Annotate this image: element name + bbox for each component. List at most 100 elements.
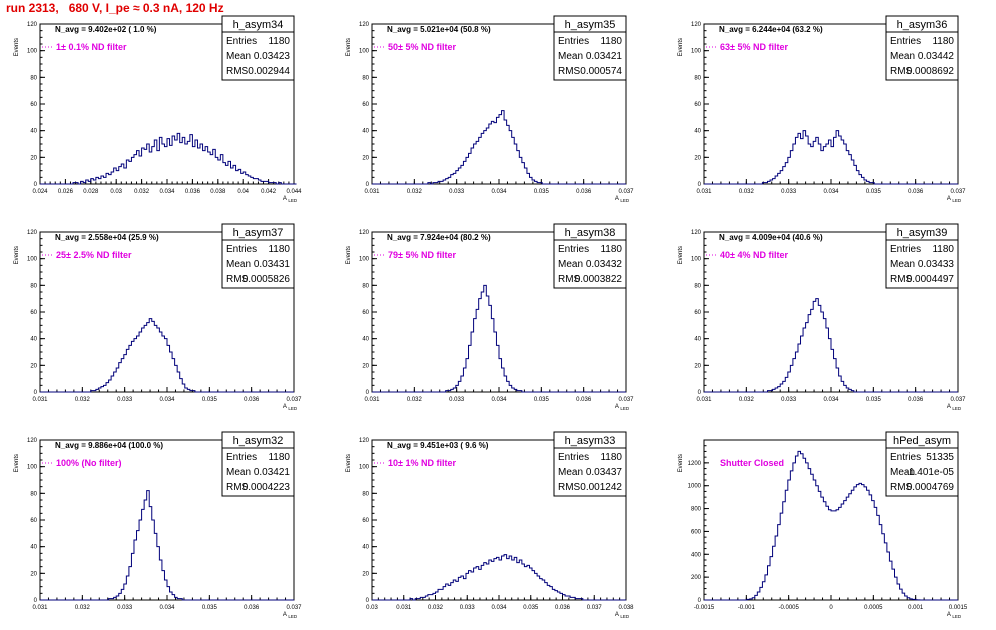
stats-entries-label: Entries (226, 452, 257, 463)
histogram-svg-h_asym38: 0 20 40 60 80 100 120 0.031 0.032 0.033 0.034 0.035… (346, 223, 634, 411)
x-tick-label: 0.033 (449, 189, 465, 195)
y-tick-label: 40 (30, 129, 37, 135)
histogram-line-h_asym33 (372, 554, 626, 601)
x-tick-label: 0 (829, 605, 833, 611)
x-tick-label: 0.031 (364, 397, 380, 403)
x-axis-title-sub: LED (952, 198, 962, 203)
stats-entries-value: 1180 (268, 36, 290, 47)
x-tick-label: 0.034 (491, 605, 507, 611)
x-tick-label: 0.032 (75, 397, 91, 403)
y-tick-label: 60 (30, 518, 37, 524)
x-tick-label: 0.032 (739, 189, 755, 195)
stats-mean-value: -1.401e-05 (906, 467, 955, 478)
x-tick-label: 0.035 (534, 397, 550, 403)
x-tick-label: 0.033 (781, 189, 797, 195)
histogram-svg-h_asym32: 0 20 40 60 80 100 120 0.031 0.032 0.033 0.034 0.035… (14, 431, 302, 619)
stats-entries-label: Entries (890, 452, 921, 463)
histogram-line-h_asym32 (40, 490, 294, 601)
filter-label: Shutter Closed (720, 458, 784, 468)
histogram-svg-h_asym39: 0 20 40 60 80 100 120 0.031 0.032 0.033 0.034 0.035… (678, 223, 966, 411)
y-tick-label: 120 (691, 22, 702, 28)
stats-box (885, 223, 959, 289)
x-tick-label: 0.031 (696, 397, 712, 403)
histogram-panel-h_asym36: 0 20 40 60 80 100 120 0.031 0.032 0.033 0.034 0.035… (664, 14, 990, 214)
stats-entries-label: Entries (558, 452, 589, 463)
y-axis-title: Events (14, 454, 20, 472)
x-tick-label: 0.038 (618, 605, 634, 611)
histogram-svg-h_asym35: 0 20 40 60 80 100 120 0.031 0.032 0.033 0.034 0.035… (346, 15, 634, 203)
stats-mean-value: 0.03442 (918, 51, 955, 62)
x-tick-label: 0.036 (576, 397, 592, 403)
x-axis-title: A LED (947, 612, 962, 619)
y-axis-title: Events (346, 38, 352, 56)
y-tick-label: 100 (691, 49, 702, 55)
y-tick-label: 60 (362, 518, 369, 524)
stats-entries-value: 1180 (600, 244, 622, 255)
y-tick-label: 80 (30, 75, 37, 81)
histogram-line-h_asym37 (40, 318, 294, 393)
navg-label: N_avg = 5.021e+04 (50.8 %) (387, 25, 491, 34)
stats-mean-value: 0.03421 (254, 467, 291, 478)
y-tick-label: 100 (27, 465, 38, 471)
y-axis-title: Events (678, 38, 684, 56)
x-tick-label: 0.036 (576, 189, 592, 195)
y-tick-label: 20 (362, 571, 369, 577)
stats-rms-value: 0.0004497 (907, 274, 955, 285)
histogram-svg-h_asym37: 0 20 40 60 80 100 120 0.031 0.032 0.033 0.034 0.035… (14, 223, 302, 411)
stats-entries-value: 1180 (600, 36, 622, 47)
x-tick-label: 0.04 (237, 189, 249, 195)
y-tick-label: 80 (694, 283, 701, 289)
histogram-svg-h_asym33: 0 20 40 60 80 100 120 0.03 0.031 0.032 0.033 0.034 0… (346, 431, 634, 619)
stats-entries-label: Entries (890, 36, 921, 47)
histogram-line-h_asym36 (704, 130, 958, 185)
navg-label: N_avg = 9.402e+02 ( 1.0 %) (55, 25, 157, 34)
y-tick-label: 80 (30, 491, 37, 497)
x-axis-title-sub: LED (952, 614, 962, 619)
x-tick-label: 0.034 (159, 397, 175, 403)
y-tick-label: 120 (27, 438, 38, 444)
y-tick-label: 60 (30, 310, 37, 316)
x-tick-label: 0.028 (83, 189, 99, 195)
stats-mean-label: Mean (890, 467, 915, 478)
stats-title: h_asym36 (897, 19, 948, 31)
stats-rms-value: 0.002944 (248, 66, 290, 77)
x-tick-label: 0.037 (950, 397, 966, 403)
y-tick-label: 0 (698, 598, 702, 604)
y-axis-title: Events (346, 246, 352, 264)
x-tick-label: 0.032 (407, 189, 423, 195)
y-tick-label: 100 (27, 49, 38, 55)
stats-box (221, 223, 295, 289)
x-tick-label: 0.03 (366, 605, 378, 611)
y-tick-label: 20 (694, 155, 701, 161)
y-tick-label: 60 (694, 102, 701, 108)
x-tick-label: 0.034 (159, 605, 175, 611)
stats-rms-label: RMS (558, 482, 581, 493)
x-tick-label: 0.035 (202, 605, 218, 611)
stats-rms-label: RMS (558, 66, 581, 77)
x-tick-label: 0.026 (58, 189, 74, 195)
y-tick-label: 80 (694, 75, 701, 81)
stats-entries-value: 1180 (932, 36, 954, 47)
x-axis-title-sub: LED (288, 406, 298, 411)
stats-rms-value: 0.0004223 (243, 482, 291, 493)
x-tick-label: 0.037 (286, 397, 302, 403)
y-tick-label: 100 (359, 257, 370, 263)
y-tick-label: 0 (366, 390, 370, 396)
x-tick-label: 0.034 (823, 397, 839, 403)
x-tick-label: 0.033 (449, 397, 465, 403)
y-tick-label: 20 (30, 155, 37, 161)
y-axis-title: Events (346, 454, 352, 472)
y-tick-label: 400 (691, 552, 702, 558)
histogram-panel-hPed_asym: 0 200 400 600 800 1000 1200 -0.0015 -0.001 -0.000… (664, 430, 990, 630)
stats-rms-label: RMS (890, 482, 913, 493)
y-tick-label: 1000 (688, 484, 702, 490)
x-tick-label: 0.035 (866, 397, 882, 403)
y-tick-label: 40 (362, 337, 369, 343)
stats-title: hPed_asym (893, 435, 951, 447)
x-axis-title-sub: LED (952, 406, 962, 411)
y-tick-label: 600 (691, 529, 702, 535)
filter-label: 1± 0.1% ND filter (56, 42, 127, 52)
y-tick-label: 20 (362, 155, 369, 161)
x-tick-label: 0.031 (396, 605, 412, 611)
stats-title: h_asym38 (565, 227, 616, 239)
